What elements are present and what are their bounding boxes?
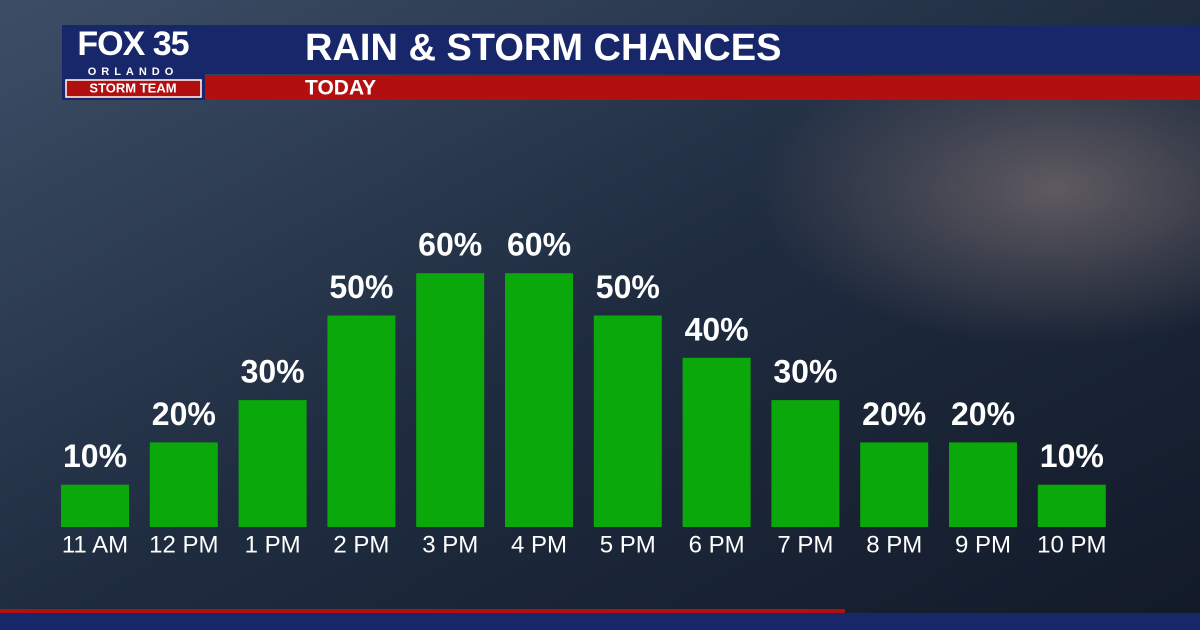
value-label: 60% <box>418 227 482 263</box>
logo-brand: FOX 35 <box>77 25 188 63</box>
x-tick-label: 1 PM <box>245 531 301 558</box>
value-label: 30% <box>241 354 305 390</box>
bar <box>149 442 218 527</box>
value-label: 10% <box>63 438 127 474</box>
bar <box>238 400 307 527</box>
value-label: 60% <box>507 227 571 263</box>
bar <box>682 357 751 527</box>
bar <box>327 315 396 527</box>
value-label: 20% <box>862 396 926 432</box>
footer-line <box>0 609 845 613</box>
bar <box>771 400 840 527</box>
chart-title: RAIN & STORM CHANCES <box>305 27 781 69</box>
logo-city: ORLANDO <box>88 66 179 78</box>
bar <box>860 442 929 527</box>
x-tick-label: 7 PM <box>777 531 833 558</box>
x-tick-label: 8 PM <box>866 531 922 558</box>
value-label: 50% <box>329 269 393 305</box>
bar <box>416 273 485 527</box>
x-tick-label: 10 PM <box>1037 531 1106 558</box>
chart-subtitle: TODAY <box>305 77 376 100</box>
x-tick-label: 9 PM <box>955 531 1011 558</box>
value-label: 30% <box>773 354 837 390</box>
x-tick-label: 3 PM <box>422 531 478 558</box>
logo-team-box <box>65 79 202 98</box>
bar <box>949 442 1017 527</box>
bar <box>1037 484 1106 527</box>
logo-team: STORM TEAM <box>89 80 176 95</box>
bar <box>593 315 662 527</box>
x-tick-label: 4 PM <box>511 531 567 558</box>
x-tick-label: 2 PM <box>333 531 389 558</box>
x-tick-label: 11 AM <box>62 531 128 558</box>
x-tick-label: 12 PM <box>149 531 218 558</box>
bar <box>61 484 129 527</box>
footer-bar <box>0 613 1200 630</box>
x-tick-label: 6 PM <box>689 531 745 558</box>
value-label: 20% <box>152 396 216 432</box>
title-bar <box>62 25 1200 74</box>
x-tick-label: 5 PM <box>600 531 656 558</box>
bar <box>505 273 573 527</box>
value-label: 40% <box>685 311 749 347</box>
value-label: 20% <box>951 396 1015 432</box>
subtitle-bar <box>62 76 1200 100</box>
value-label: 50% <box>596 269 660 305</box>
value-label: 10% <box>1040 438 1104 474</box>
